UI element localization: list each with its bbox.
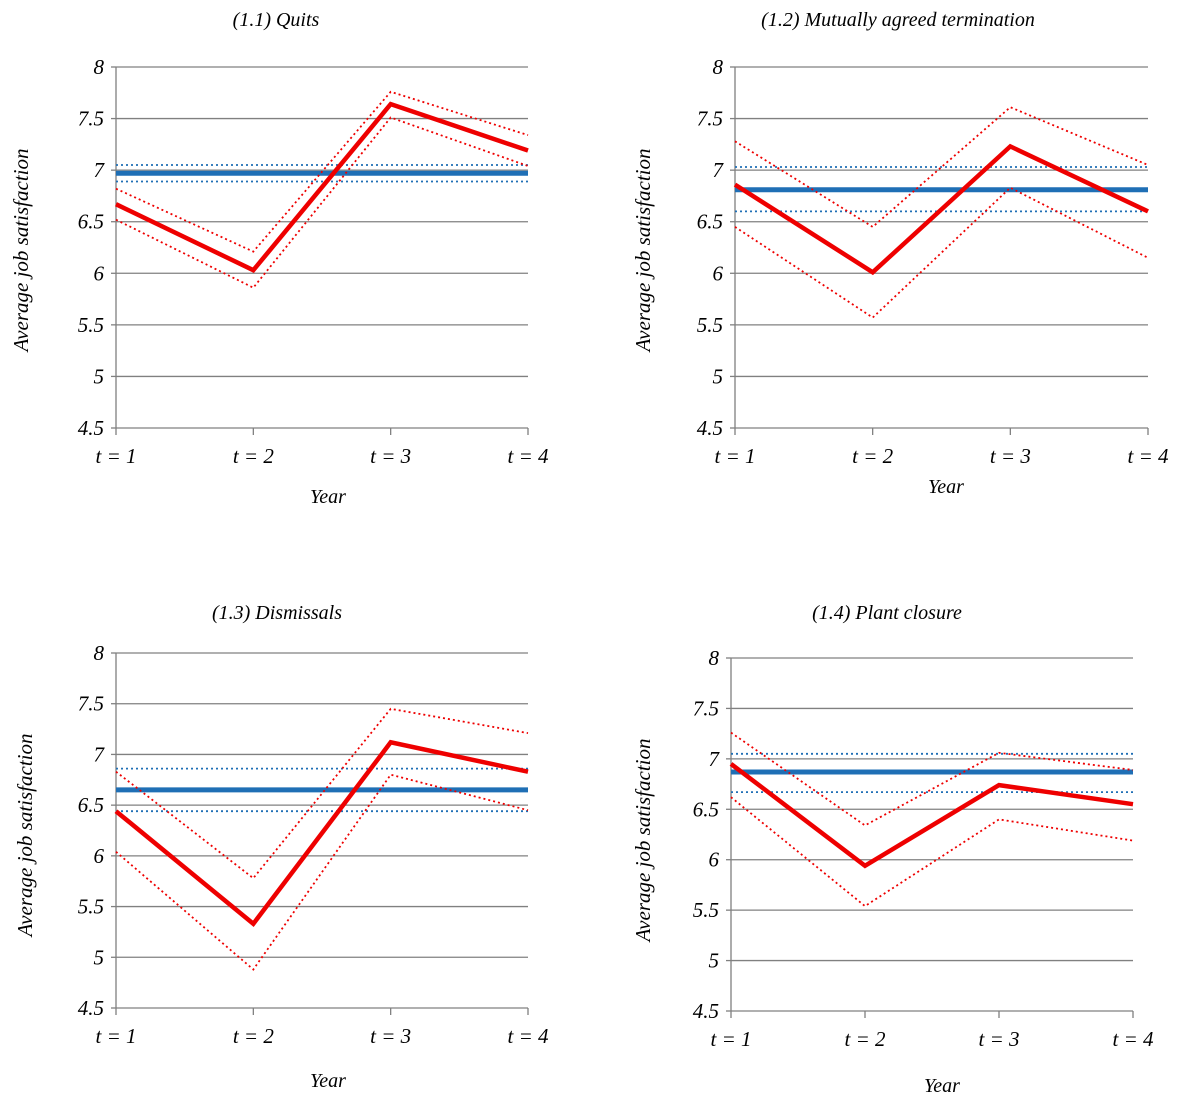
x-tick-label: t = 4 xyxy=(1127,444,1169,468)
series-line-treated xyxy=(733,143,1149,276)
panel-title: (1.1) Quits xyxy=(233,9,320,31)
series-line-treated-upper xyxy=(115,90,529,253)
x-tick-label: t = 1 xyxy=(95,1024,136,1048)
y-tick-label: 5.5 xyxy=(78,313,104,337)
y-tick-label: 7.5 xyxy=(693,696,719,720)
y-tick-label: 5.5 xyxy=(697,313,723,337)
y-tick-label: 5 xyxy=(94,945,105,969)
x-tick-label: t = 2 xyxy=(233,444,275,468)
series-line-treated-lower xyxy=(115,116,529,289)
series-line-treated xyxy=(114,739,529,928)
y-tick-label: 8 xyxy=(94,641,105,665)
panel-1-2: (1.2) Mutually agreed termination Year A… xyxy=(631,9,1169,498)
y-tick-label: 6.5 xyxy=(78,793,104,817)
panel-title: (1.3) Dismissals xyxy=(212,602,342,624)
y-tick-label: 4.5 xyxy=(78,416,104,440)
x-axis-label: Year xyxy=(924,1075,960,1097)
y-tick-label: 6 xyxy=(709,848,720,872)
y-tick-label: 7.5 xyxy=(78,107,104,131)
y-tick-label: 5.5 xyxy=(78,895,104,919)
series-line-treated xyxy=(729,762,1134,869)
y-tick-label: 5 xyxy=(713,364,724,388)
panel-1-3: (1.3) Dismissals Year Average job satisf… xyxy=(13,602,549,1092)
y-axis-label: Average job satisfaction xyxy=(631,739,655,944)
y-tick-label: 6 xyxy=(94,844,105,868)
panel-1-4: (1.4) Plant closure Year Average job sat… xyxy=(631,602,1154,1097)
y-tick-label: 4.5 xyxy=(693,999,719,1023)
y-tick-label: 6 xyxy=(94,261,105,285)
y-tick-label: 7 xyxy=(709,747,721,771)
x-tick-label: t = 1 xyxy=(95,444,136,468)
y-tick-label: 5.5 xyxy=(693,898,719,922)
series-line-treated-lower xyxy=(730,796,1134,908)
y-axis-label: Average job satisfaction xyxy=(631,149,655,354)
series-line-treated-lower xyxy=(734,186,1149,319)
series-line-treated-upper xyxy=(730,731,1134,827)
y-axis-label: Average job satisfaction xyxy=(13,734,37,939)
series-line-treated xyxy=(115,101,529,273)
panel-1-1: (1.1) Quits Year Average job satisfactio… xyxy=(9,9,549,508)
x-axis-label: Year xyxy=(310,486,346,508)
x-axis-label: Year xyxy=(928,476,964,498)
y-tick-label: 4.5 xyxy=(697,416,723,440)
x-tick-label: t = 2 xyxy=(852,444,894,468)
panel-title: (1.4) Plant closure xyxy=(812,602,962,624)
x-tick-label: t = 3 xyxy=(978,1027,1019,1051)
y-tick-label: 4.5 xyxy=(78,996,104,1020)
x-tick-label: t = 2 xyxy=(844,1027,886,1051)
panel-title: (1.2) Mutually agreed termination xyxy=(761,9,1035,31)
x-tick-label: t = 3 xyxy=(370,1024,411,1048)
x-tick-label: t = 3 xyxy=(370,444,411,468)
x-tick-label: t = 4 xyxy=(507,444,549,468)
y-tick-label: 8 xyxy=(94,55,105,79)
y-tick-label: 6.5 xyxy=(78,210,104,234)
y-tick-label: 8 xyxy=(713,55,724,79)
x-tick-label: t = 1 xyxy=(714,444,755,468)
y-tick-label: 8 xyxy=(709,646,720,670)
x-tick-label: t = 4 xyxy=(507,1024,549,1048)
x-tick-label: t = 4 xyxy=(1112,1027,1154,1051)
series-line-treated-lower xyxy=(115,773,529,971)
x-tick-label: t = 1 xyxy=(710,1027,751,1051)
y-tick-label: 7 xyxy=(713,158,725,182)
y-tick-label: 6 xyxy=(713,261,724,285)
y-tick-label: 6.5 xyxy=(693,797,719,821)
y-tick-label: 7.5 xyxy=(697,107,723,131)
y-tick-label: 5 xyxy=(709,949,720,973)
series-line-treated-upper xyxy=(734,106,1149,229)
y-axis-label: Average job satisfaction xyxy=(9,149,33,354)
y-tick-label: 5 xyxy=(94,364,105,388)
y-tick-label: 7.5 xyxy=(78,692,104,716)
y-tick-label: 6.5 xyxy=(697,210,723,234)
x-tick-label: t = 3 xyxy=(990,444,1031,468)
y-tick-label: 7 xyxy=(94,158,106,182)
series-line-treated-upper xyxy=(115,707,529,880)
y-tick-label: 7 xyxy=(94,742,106,766)
x-tick-label: t = 2 xyxy=(233,1024,275,1048)
x-axis-label: Year xyxy=(310,1070,346,1092)
